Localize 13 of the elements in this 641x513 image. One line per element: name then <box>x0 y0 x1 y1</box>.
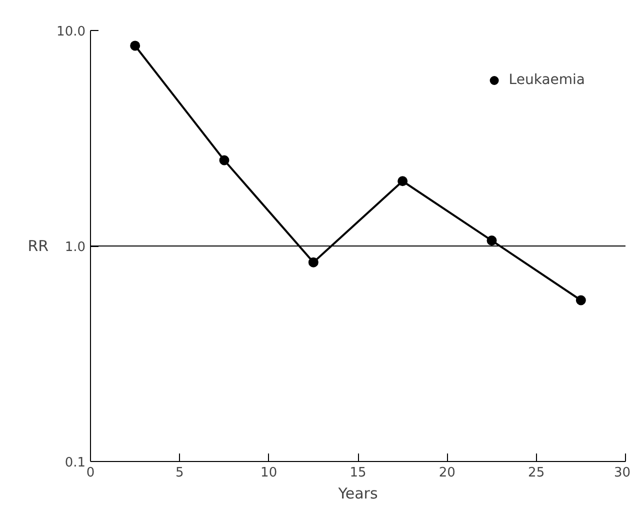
y-tick-label: 1.0 <box>64 240 86 255</box>
y-tick-label: 10.0 <box>56 24 86 40</box>
legend-label: Leukaemia <box>508 72 585 88</box>
x-tick-label: 15 <box>350 466 366 480</box>
x-tick-label: 25 <box>528 466 545 480</box>
x-tick-label: 0 <box>86 466 95 480</box>
y-tick-label: 0.1 <box>64 456 86 470</box>
x-tick-label: 5 <box>176 466 184 480</box>
x-tick-label: 30 <box>614 466 631 480</box>
x-tick-label: 20 <box>438 466 456 480</box>
x-axis-title: Years <box>337 484 378 502</box>
y-axis-title: RR <box>28 237 49 255</box>
x-tick-label: 10 <box>260 466 278 480</box>
